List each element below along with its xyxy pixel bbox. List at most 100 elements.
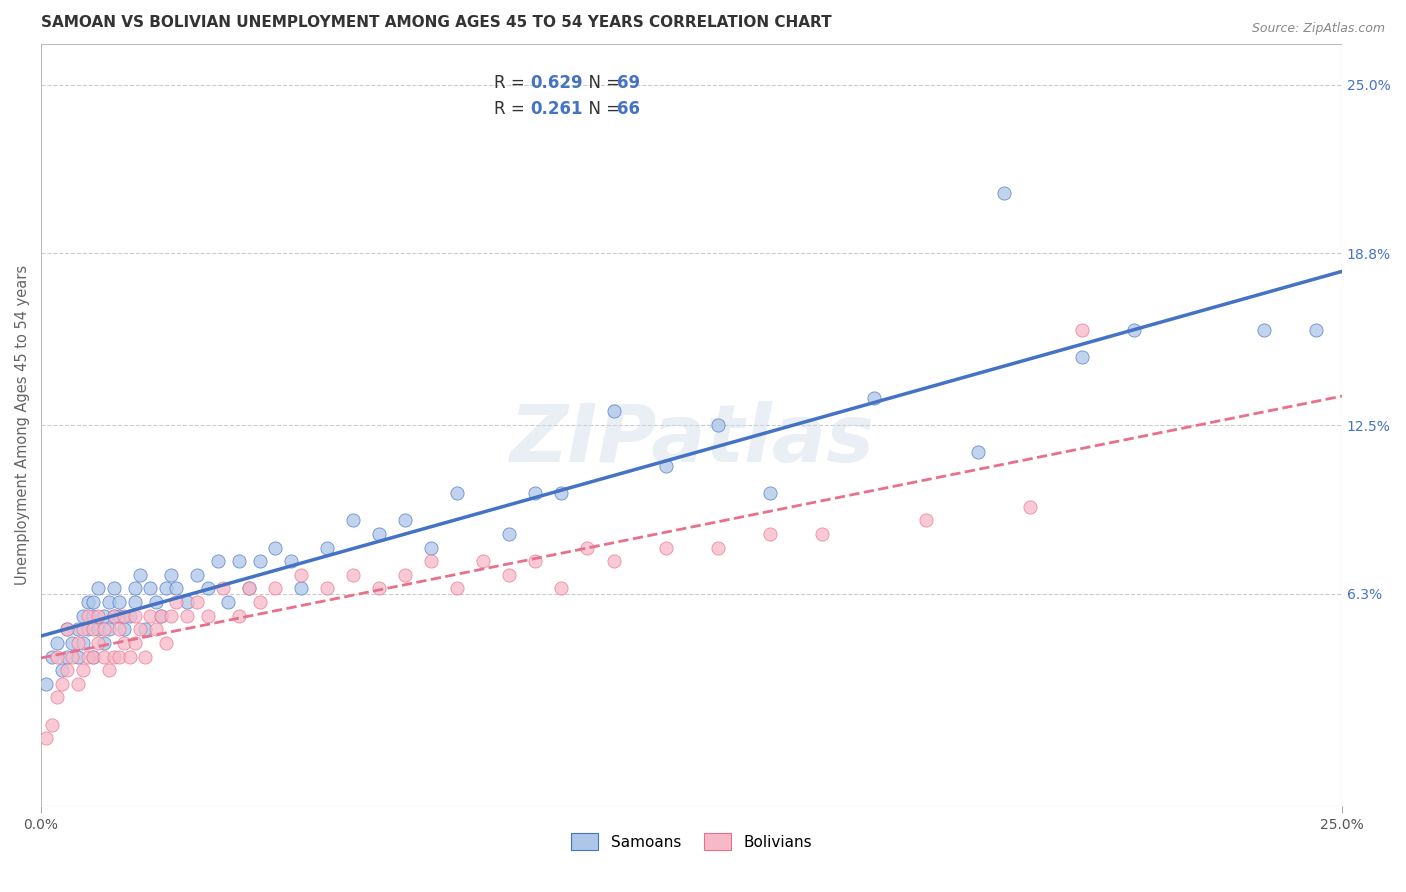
Point (93, 636, 115, 650)
Point (264, 582, 287, 596)
Point (87, 608, 110, 623)
Point (342, 567, 364, 582)
Text: 69: 69 (617, 74, 641, 92)
Point (134, 649, 156, 664)
Point (524, 554, 547, 568)
Point (77, 595, 100, 609)
Point (576, 541, 599, 555)
Point (72, 608, 94, 623)
Point (134, 623, 156, 637)
Point (112, 636, 135, 650)
Point (706, 417, 728, 432)
Point (45, 690, 67, 705)
Point (550, 582, 572, 596)
Point (280, 554, 302, 568)
Point (108, 608, 131, 623)
Point (149, 608, 172, 623)
Point (66, 636, 89, 650)
Point (66, 649, 89, 664)
Point (993, 186, 1015, 201)
Point (77, 649, 100, 664)
Point (56, 649, 79, 664)
Point (56, 623, 79, 637)
Point (207, 554, 229, 568)
Point (93, 608, 115, 623)
Point (758, 486, 780, 500)
Point (35, 731, 58, 746)
Point (498, 527, 520, 541)
Point (197, 582, 219, 596)
Point (124, 636, 146, 650)
Legend: Samoans, Bolivians: Samoans, Bolivians (565, 827, 818, 856)
Point (103, 608, 125, 623)
Text: 0.261: 0.261 (530, 100, 582, 118)
Point (97, 595, 120, 609)
Point (197, 608, 219, 623)
Point (160, 567, 183, 582)
Point (77, 608, 100, 623)
Point (93, 623, 115, 637)
Point (165, 595, 187, 609)
Point (290, 567, 312, 582)
Point (45, 636, 67, 650)
Point (186, 567, 208, 582)
Point (108, 595, 131, 609)
Text: 66: 66 (617, 100, 640, 118)
Text: 0.629: 0.629 (530, 74, 583, 92)
Point (108, 649, 131, 664)
Point (51, 663, 73, 677)
Point (124, 595, 146, 609)
Point (72, 636, 94, 650)
Point (654, 541, 676, 555)
Point (155, 582, 177, 596)
Point (155, 636, 177, 650)
Point (124, 608, 146, 623)
Point (72, 623, 94, 637)
Point (316, 541, 339, 555)
Point (103, 608, 125, 623)
Point (87, 636, 110, 650)
Point (1122, 323, 1144, 337)
Point (228, 608, 250, 623)
Point (60, 649, 83, 664)
Text: ZIPatlas: ZIPatlas (509, 401, 875, 479)
Point (498, 567, 520, 582)
Point (112, 608, 135, 623)
Point (112, 623, 135, 637)
Point (810, 527, 832, 541)
Point (394, 567, 416, 582)
Point (41, 649, 63, 664)
Point (228, 554, 250, 568)
Point (56, 623, 79, 637)
Point (249, 554, 271, 568)
Point (290, 582, 312, 596)
Point (77, 623, 100, 637)
Point (1018, 500, 1040, 514)
Point (914, 513, 936, 527)
Point (60, 636, 83, 650)
Point (1253, 323, 1275, 337)
Text: R =: R = (494, 74, 530, 92)
Point (368, 527, 391, 541)
Point (45, 649, 67, 664)
Point (87, 623, 110, 637)
Point (217, 595, 239, 609)
Point (165, 582, 187, 596)
Text: SAMOAN VS BOLIVIAN UNEMPLOYMENT AMONG AGES 45 TO 54 YEARS CORRELATION CHART: SAMOAN VS BOLIVIAN UNEMPLOYMENT AMONG AG… (41, 15, 832, 30)
Point (93, 649, 115, 664)
Point (82, 649, 104, 664)
Point (394, 513, 416, 527)
Point (238, 582, 260, 596)
Point (420, 554, 443, 568)
Point (108, 623, 131, 637)
Point (139, 582, 162, 596)
Point (129, 567, 152, 582)
Point (160, 608, 183, 623)
Point (342, 513, 364, 527)
Point (966, 445, 988, 459)
Text: Source: ZipAtlas.com: Source: ZipAtlas.com (1251, 22, 1385, 36)
Point (35, 677, 58, 691)
Point (82, 595, 104, 609)
Point (66, 623, 89, 637)
Point (316, 582, 339, 596)
